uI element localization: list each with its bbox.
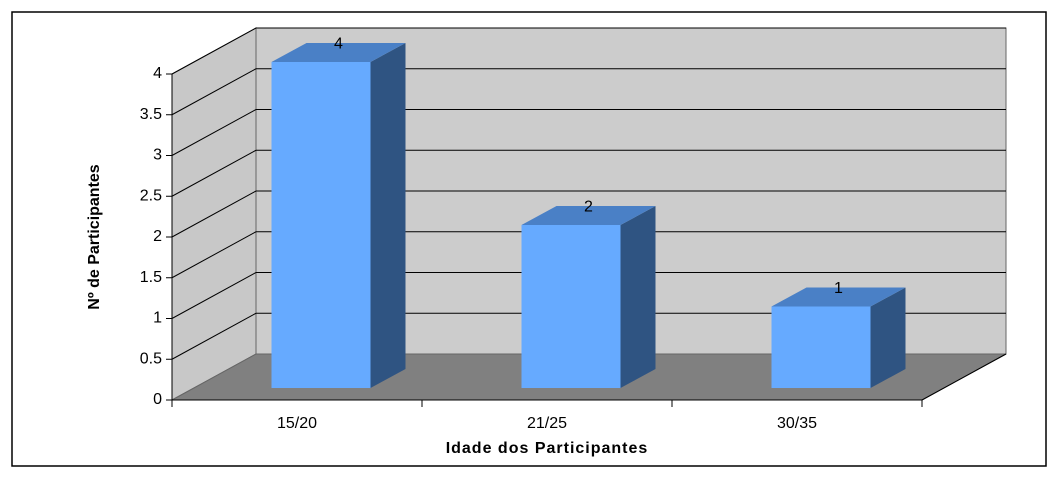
bar-side xyxy=(370,43,406,388)
y-tick-label: 0 xyxy=(153,391,162,408)
bar-side xyxy=(870,287,906,388)
grid-line xyxy=(171,272,257,319)
grid-line xyxy=(171,27,257,75)
grid-line xyxy=(171,231,257,279)
grid-line xyxy=(171,68,257,116)
bar-top xyxy=(521,206,656,225)
bar xyxy=(771,306,871,388)
y-tick-label: 1 xyxy=(153,310,162,327)
y-tick-label: 3 xyxy=(153,147,162,164)
grid-line xyxy=(171,149,257,197)
y-tick-label: 3.5 xyxy=(140,106,162,123)
grid-line xyxy=(171,312,257,360)
data-label: 1 xyxy=(834,280,843,297)
grid-line xyxy=(171,109,257,156)
bar-top xyxy=(771,287,906,307)
y-tick-label: 2.5 xyxy=(140,187,162,204)
y-tick-label: 2 xyxy=(153,228,162,245)
data-label: 2 xyxy=(584,199,593,216)
bar xyxy=(521,225,621,388)
x-tick-label: 30/35 xyxy=(777,415,817,432)
y-tick-label: 4 xyxy=(153,65,162,82)
x-axis-depth xyxy=(921,353,1007,401)
y-axis-title: Nº de Participantes xyxy=(86,164,103,310)
bar-top xyxy=(271,43,406,62)
y-tick-label: 1.5 xyxy=(140,269,162,286)
x-axis-title: Idade dos Participantes xyxy=(446,440,649,457)
bar xyxy=(271,62,371,388)
y-tick-label: 0.5 xyxy=(140,350,162,367)
bar-side xyxy=(620,206,656,388)
data-label: 4 xyxy=(334,36,343,53)
x-tick-label: 21/25 xyxy=(527,415,567,432)
x-tick-label: 15/20 xyxy=(277,415,317,432)
grid-line xyxy=(171,190,257,238)
